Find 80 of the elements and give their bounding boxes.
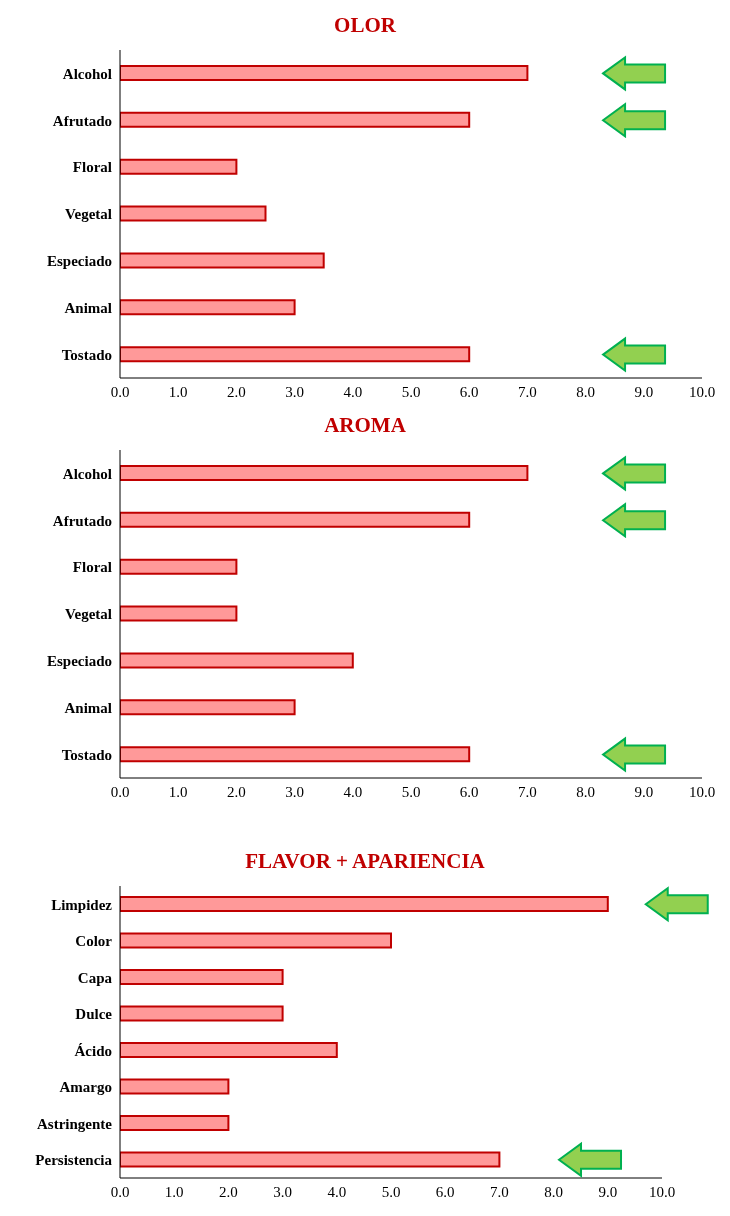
bar bbox=[120, 652, 354, 669]
x-tick-label: 6.0 bbox=[459, 783, 479, 800]
y-tick-label: Vegetal bbox=[65, 606, 112, 623]
x-tick-label: 3.0 bbox=[273, 1183, 292, 1200]
x-tick-label: 5.0 bbox=[401, 383, 421, 400]
bar bbox=[120, 1078, 230, 1095]
x-tick-label: 8.0 bbox=[576, 383, 595, 400]
x-tick-label: 5.0 bbox=[381, 1183, 401, 1200]
x-tick-label: 10.0 bbox=[688, 783, 716, 800]
y-tick-label: Color bbox=[75, 933, 113, 950]
y-tick-label: Floral bbox=[72, 159, 112, 176]
x-tick-label: 2.0 bbox=[219, 1183, 238, 1200]
bar bbox=[120, 1042, 338, 1058]
x-tick-label: 4.0 bbox=[343, 783, 363, 800]
x-tick-label: 0.0 bbox=[110, 1183, 130, 1200]
bar bbox=[120, 111, 471, 128]
y-tick-label: Alcohol bbox=[62, 465, 112, 482]
bar bbox=[120, 511, 471, 528]
x-tick-label: 9.0 bbox=[634, 383, 654, 400]
bar bbox=[120, 299, 296, 316]
y-tick-label: Alcohol bbox=[62, 65, 112, 82]
x-tick-label: 4.0 bbox=[343, 383, 363, 400]
x-tick-label: 0.0 bbox=[110, 383, 130, 400]
y-tick-label: Ácido bbox=[74, 1042, 112, 1059]
x-tick-label: 7.0 bbox=[518, 383, 537, 400]
x-tick-label: 7.0 bbox=[490, 1183, 509, 1200]
y-tick-label: Capa bbox=[77, 969, 113, 986]
y-tick-label: Dulce bbox=[75, 1006, 113, 1023]
bar bbox=[120, 558, 238, 575]
x-tick-label: 0.0 bbox=[110, 783, 130, 800]
bar bbox=[120, 1151, 501, 1168]
bar bbox=[120, 252, 325, 269]
y-tick-label: Floral bbox=[72, 559, 112, 576]
bar bbox=[120, 605, 238, 622]
y-tick-label: Tostado bbox=[61, 346, 112, 363]
x-tick-label: 10.0 bbox=[688, 383, 716, 400]
bar bbox=[120, 205, 267, 222]
bar bbox=[120, 158, 238, 175]
x-tick-label: 2.0 bbox=[227, 783, 246, 800]
bar bbox=[120, 969, 284, 985]
x-tick-label: 9.0 bbox=[634, 783, 654, 800]
x-tick-label: 5.0 bbox=[401, 783, 421, 800]
bar bbox=[120, 1115, 230, 1131]
x-tick-label: 1.0 bbox=[164, 1183, 184, 1200]
bar bbox=[120, 465, 529, 481]
chart-title: FLAVOR + APARIENCIA bbox=[244, 848, 486, 875]
x-tick-label: 4.0 bbox=[327, 1183, 347, 1200]
x-tick-label: 2.0 bbox=[227, 383, 246, 400]
x-tick-label: 8.0 bbox=[544, 1183, 563, 1200]
y-tick-label: Afrutado bbox=[52, 512, 112, 529]
y-tick-label: Limpidez bbox=[51, 896, 113, 913]
chart-title: OLOR bbox=[333, 12, 397, 39]
y-tick-label: Animal bbox=[64, 300, 112, 317]
x-tick-label: 7.0 bbox=[518, 783, 537, 800]
bar bbox=[120, 746, 471, 763]
bar bbox=[120, 1005, 284, 1022]
y-tick-label: Animal bbox=[64, 700, 112, 717]
y-tick-label: Amargo bbox=[59, 1079, 112, 1096]
y-tick-label: Afrutado bbox=[52, 112, 112, 129]
y-tick-label: Especiado bbox=[46, 253, 112, 270]
y-tick-label: Tostado bbox=[61, 746, 112, 763]
x-tick-label: 6.0 bbox=[435, 1183, 455, 1200]
bar bbox=[120, 932, 392, 949]
bar bbox=[120, 896, 609, 912]
y-tick-label: Persistencia bbox=[35, 1152, 113, 1169]
y-tick-label: Vegetal bbox=[65, 206, 112, 223]
x-tick-label: 3.0 bbox=[285, 783, 304, 800]
x-tick-label: 9.0 bbox=[598, 1183, 618, 1200]
bar bbox=[120, 346, 471, 363]
x-tick-label: 1.0 bbox=[168, 383, 188, 400]
x-tick-label: 8.0 bbox=[576, 783, 595, 800]
x-tick-label: 6.0 bbox=[459, 383, 479, 400]
x-tick-label: 1.0 bbox=[168, 783, 188, 800]
x-tick-label: 3.0 bbox=[285, 383, 304, 400]
bar bbox=[120, 699, 296, 716]
bar bbox=[120, 65, 529, 81]
x-tick-label: 10.0 bbox=[648, 1183, 676, 1200]
y-tick-label: Especiado bbox=[46, 653, 112, 670]
y-tick-label: Astringente bbox=[37, 1115, 113, 1132]
chart-title: AROMA bbox=[323, 412, 407, 439]
